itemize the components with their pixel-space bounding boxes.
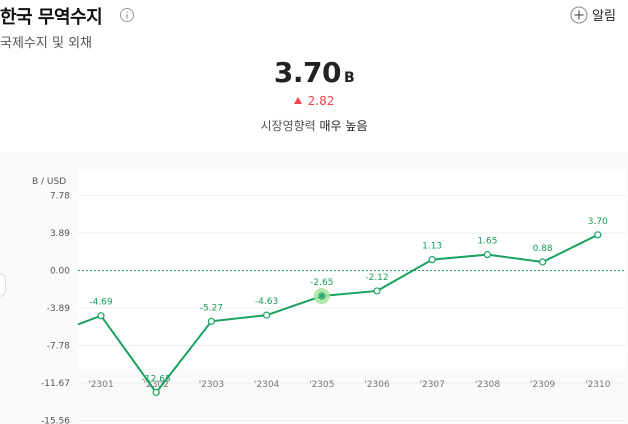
page-title: 한국 무역수지 xyxy=(0,7,103,28)
y-tick-label: 3.89 xyxy=(50,229,70,239)
data-point xyxy=(263,311,271,319)
triangle-up-icon xyxy=(293,97,302,104)
x-tick-label: '2307 xyxy=(420,380,445,390)
data-point xyxy=(428,256,436,264)
data-point xyxy=(538,258,547,266)
data-label: -2.12 xyxy=(365,273,388,283)
x-tick-label: '2310 xyxy=(585,380,611,390)
x-tick-label: '2308 xyxy=(475,380,501,390)
info-icon[interactable] xyxy=(119,7,135,23)
impact-value: 매우 높음 xyxy=(319,119,368,133)
market-impact: 시장영향력 매우 높음 xyxy=(0,117,628,134)
value-unit: B xyxy=(343,70,355,86)
data-label: -2.65 xyxy=(310,278,333,288)
data-label: 3.70 xyxy=(588,217,608,227)
current-value: 3.70 B xyxy=(0,56,628,89)
x-tick-label: '2303 xyxy=(199,380,224,390)
x-tick-label: '2304 xyxy=(254,380,280,390)
x-tick-label: '2309 xyxy=(530,380,556,390)
x-tick-label: '2302 xyxy=(144,380,169,390)
data-label: 1.65 xyxy=(477,237,497,247)
data-point xyxy=(97,312,105,320)
x-tick-label: '2306 xyxy=(364,380,390,390)
value-number: 3.70 xyxy=(273,56,342,89)
data-point xyxy=(207,317,215,325)
data-label: -4.63 xyxy=(255,297,278,307)
alert-label: 알림 xyxy=(592,9,616,24)
data-label: 1.13 xyxy=(422,242,442,252)
data-label: 0.88 xyxy=(533,244,553,254)
change-value: 2.82 xyxy=(307,94,335,108)
y-tick-label: -3.89 xyxy=(47,304,71,314)
impact-label: 시장영향력 xyxy=(260,119,316,133)
x-tick-label: '2305 xyxy=(309,380,334,390)
data-label: -4.69 xyxy=(89,298,113,308)
data-label: -5.27 xyxy=(200,303,223,313)
data-point xyxy=(373,287,381,295)
y-axis-label: B / USD xyxy=(32,177,66,187)
page-subtitle: 국제수지 및 외채 xyxy=(0,36,92,51)
data-point xyxy=(152,388,160,397)
y-tick-label: -11.67 xyxy=(41,379,70,389)
y-tick-label: 7.78 xyxy=(50,192,70,202)
change-indicator: 2.82 xyxy=(0,94,628,108)
x-tick-label: '2301 xyxy=(88,380,113,390)
y-tick-label: -7.78 xyxy=(47,342,71,352)
alert-button[interactable]: 알림 xyxy=(570,5,616,24)
y-tick-label: 0.00 xyxy=(50,267,70,277)
data-label: -12.65 xyxy=(142,374,171,384)
data-point xyxy=(594,231,602,239)
y-tick-label: -15.56 xyxy=(41,417,70,424)
highlight-dot xyxy=(319,294,324,299)
plus-circle-icon xyxy=(570,6,588,23)
data-point xyxy=(483,250,491,259)
